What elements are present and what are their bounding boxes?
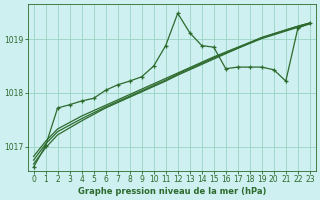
X-axis label: Graphe pression niveau de la mer (hPa): Graphe pression niveau de la mer (hPa): [77, 187, 266, 196]
